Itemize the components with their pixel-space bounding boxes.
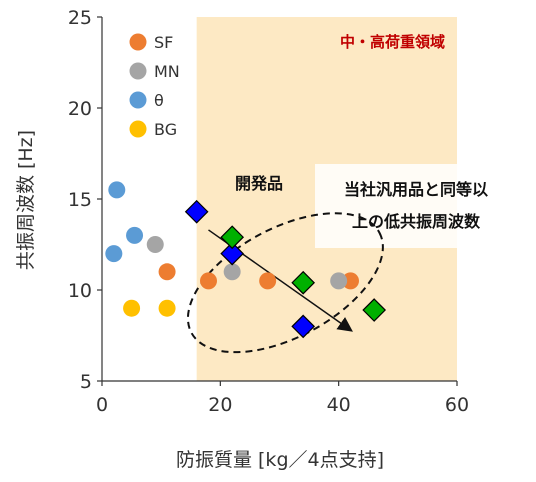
x-axis-ticks: 0 20 40 60	[96, 381, 469, 416]
y-tick-label: 20	[68, 98, 92, 120]
data-point-theta	[105, 245, 123, 263]
zone-label: 中・高荷重領域	[340, 33, 445, 51]
x-tick-label: 60	[445, 394, 469, 416]
legend-marker	[129, 62, 147, 80]
legend: SF MN θ BG	[129, 33, 180, 139]
annotations: 当社汎用品と同等以 上の低共振周波数 開発品	[186, 164, 518, 354]
y-tick-label: 15	[68, 189, 92, 211]
legend-marker	[129, 120, 147, 138]
developed-product-ellipse	[186, 212, 384, 354]
legend-label: MN	[154, 62, 180, 81]
legend-marker	[129, 33, 147, 51]
note-box	[315, 164, 518, 248]
x-tick-label: 40	[327, 394, 351, 416]
legend-label: BG	[154, 120, 177, 139]
legend-label: θ	[154, 91, 164, 110]
y-tick-label: 5	[80, 371, 92, 393]
data-point-developed-product	[220, 241, 245, 266]
y-tick-label: 10	[68, 280, 92, 302]
data-point-developed-product	[184, 199, 209, 224]
legend-marker	[129, 91, 147, 109]
data-point-developed-product	[291, 270, 316, 295]
data-point-sf	[158, 263, 176, 281]
note-line-1: 当社汎用品と同等以	[344, 180, 488, 199]
x-axis-title: 防振質量 [kg／4点支持]	[176, 449, 384, 471]
data-point-sf	[200, 272, 217, 290]
y-axis-ticks: 5 10 15 20 25	[68, 7, 102, 393]
note-line-2: 上の低共振周波数	[352, 212, 481, 231]
data-point-developed-product	[220, 225, 245, 250]
data-point-developed-product	[291, 314, 316, 339]
data-point-developed-product	[362, 298, 387, 322]
data-point-bg	[123, 299, 141, 317]
x-tick-label: 20	[208, 394, 232, 416]
data-point-sf	[342, 272, 359, 290]
data-point-mn	[146, 236, 164, 253]
data-point-sf	[259, 272, 277, 290]
data-point-mn	[223, 263, 241, 281]
product-label: 開発品	[235, 174, 283, 193]
data-point-theta	[108, 181, 126, 199]
data-point-mn	[330, 272, 348, 290]
data-points	[105, 181, 387, 339]
y-axis-title: 共振周波数 [Hz]	[15, 130, 37, 270]
data-point-bg	[158, 299, 176, 317]
y-tick-label: 25	[68, 7, 92, 29]
data-point-theta	[126, 226, 144, 244]
legend-label: SF	[154, 33, 173, 52]
x-tick-label: 0	[96, 394, 108, 416]
